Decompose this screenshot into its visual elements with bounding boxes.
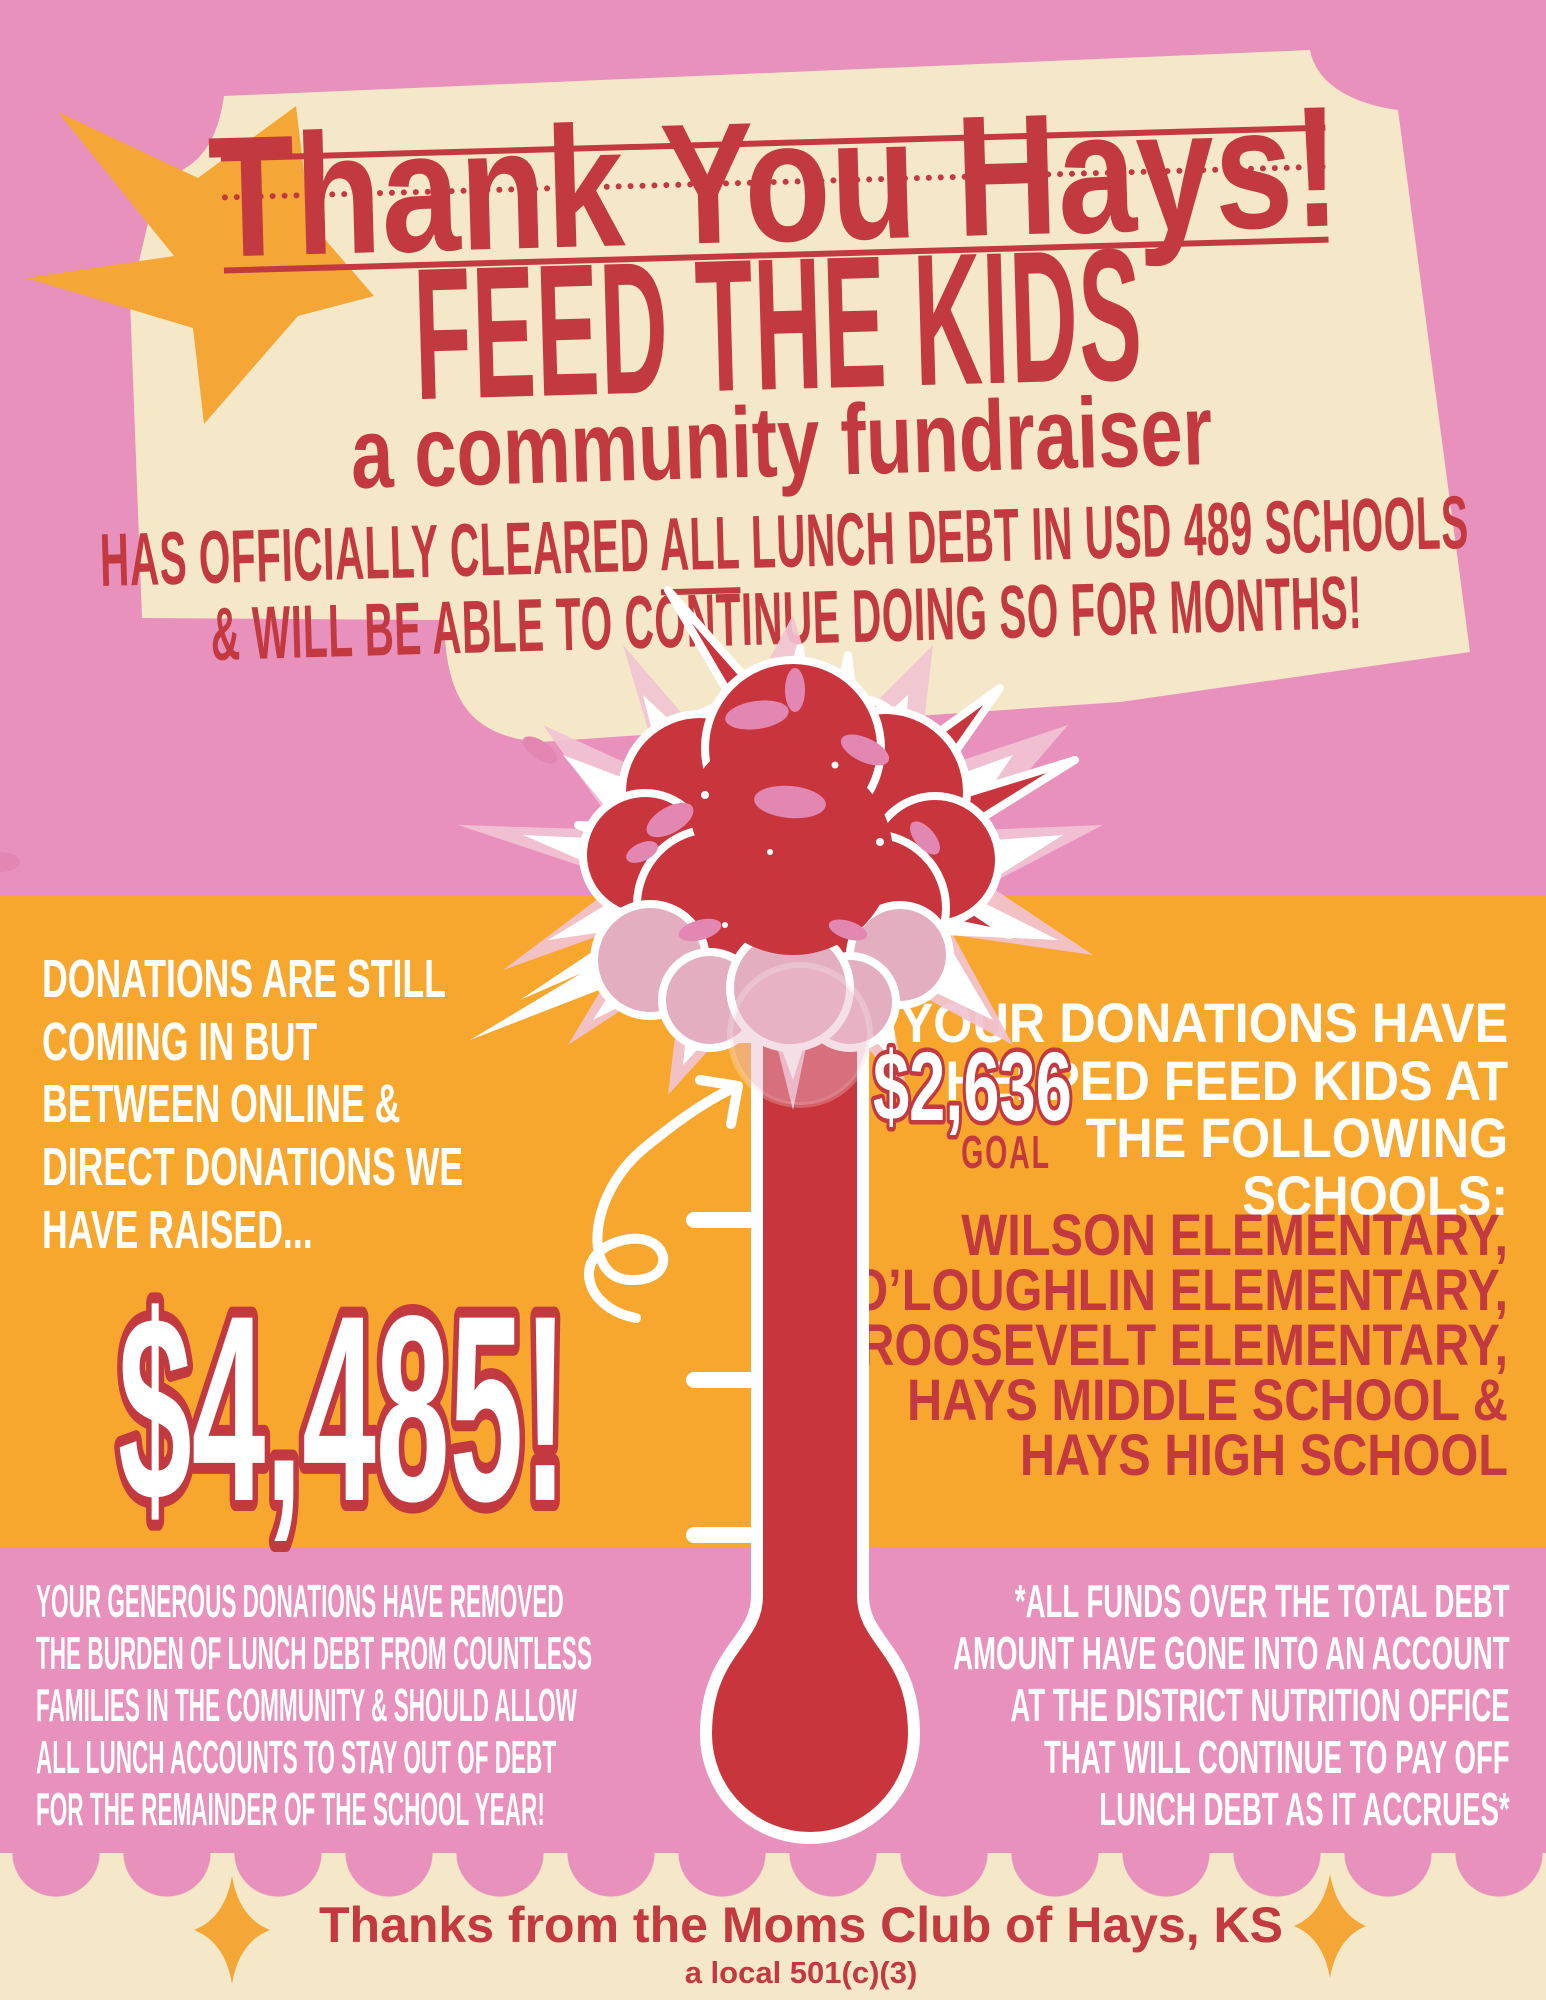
- impact-note: YOUR GENEROUS DONATIONS HAVE REMOVED THE…: [36, 1575, 1171, 1836]
- surplus-note-text: *ALL FUNDS OVER THE TOTAL DEBT AMOUNT HA…: [953, 1575, 1510, 1835]
- donations-message-text: DONATIONS ARE STILL COMING IN BUT BETWEE…: [42, 949, 464, 1260]
- footer: Thanks from the Moms Club of Hays, KS a …: [28, 1898, 1546, 1991]
- surplus-note: *ALL FUNDS OVER THE TOTAL DEBT AMOUNT HA…: [582, 1575, 1510, 1836]
- schools-heading-text: YOUR DONATIONS HAVE HELPED FEED KIDS AT …: [899, 991, 1508, 1228]
- poster-subtitle: a community fundraiser: [349, 373, 1214, 510]
- footer-thanks: Thanks from the Moms Club of Hays, KS: [318, 1897, 1283, 1953]
- schools-list-text: WILSON ELEMENTARY, O’LOUGHLIN ELEMENTARY…: [850, 1203, 1508, 1489]
- ticket-banner: Thank You Hays! FEED THE KIDS a communit…: [99, 0, 1470, 798]
- footer-org: a local 501(c)(3): [684, 1955, 918, 1990]
- schools-heading: YOUR DONATIONS HAVE HELPED FEED KIDS AT …: [832, 994, 1508, 1225]
- donations-message: DONATIONS ARE STILL COMING IN BUT BETWEE…: [42, 948, 680, 1261]
- schools-list: WILSON ELEMENTARY, O’LOUGHLIN ELEMENTARY…: [725, 1203, 1508, 1489]
- impact-note-text: YOUR GENEROUS DONATIONS HAVE REMOVED THE…: [36, 1575, 592, 1835]
